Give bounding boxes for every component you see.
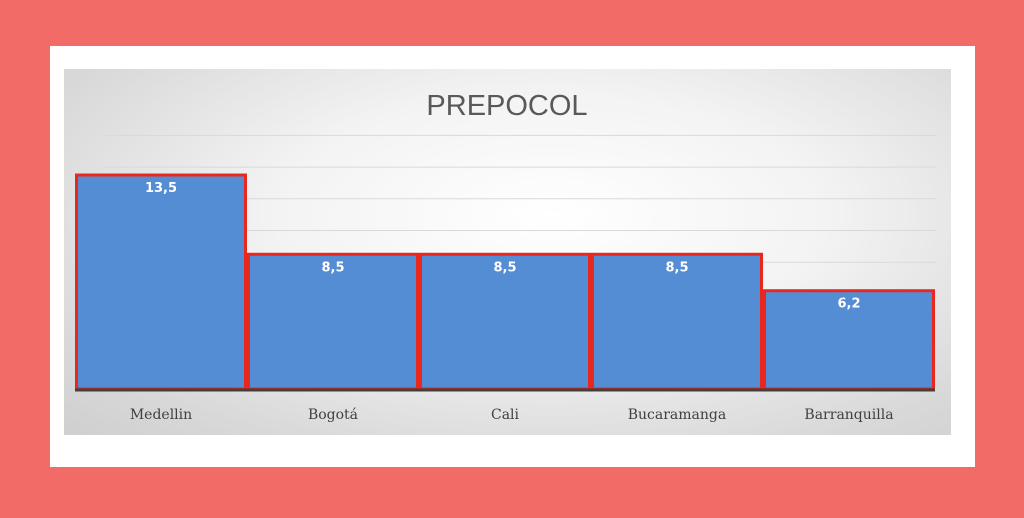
data-label: 13,5 — [145, 181, 177, 196]
data-label: 6,2 — [837, 297, 860, 312]
bar-medellin — [75, 173, 247, 391]
data-label: 8,5 — [665, 260, 688, 275]
category-tick-label: Bogotá — [308, 407, 358, 423]
bar-barranquilla — [763, 289, 935, 391]
chart-title: PREPOCOL — [426, 90, 587, 122]
bars — [75, 173, 935, 392]
category-tick-label: Medellin — [130, 407, 192, 423]
bar-bucaramanga — [591, 252, 763, 391]
data-label: 8,5 — [321, 260, 344, 275]
bar-bogotá — [247, 252, 419, 391]
category-tick-label: Cali — [491, 407, 520, 423]
category-tick-label: Bucaramanga — [628, 407, 726, 423]
data-label: 8,5 — [493, 260, 516, 275]
chart-area: PREPOCOL 13,5 8,5 8,5 8,5 6,2 Medellin Bogotá… — [64, 69, 951, 435]
category-tick-labels: Medellin Bogotá Cali Bucaramanga Barranquill… — [130, 407, 894, 423]
chart-svg: PREPOCOL 13,5 8,5 8,5 8,5 6,2 Medellin Bogotá… — [75, 90, 936, 423]
bar-cali — [419, 252, 591, 391]
data-labels: 13,5 8,5 8,5 8,5 6,2 — [145, 181, 861, 312]
category-tick-label: Barranquilla — [804, 407, 893, 423]
